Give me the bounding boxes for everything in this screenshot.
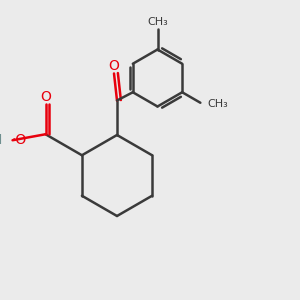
Text: CH₃: CH₃ [147,17,168,27]
Text: O: O [109,59,119,73]
Text: ·O: ·O [11,133,26,147]
Text: H: H [0,133,2,147]
Text: O: O [40,90,51,104]
Text: CH₃: CH₃ [207,99,228,109]
